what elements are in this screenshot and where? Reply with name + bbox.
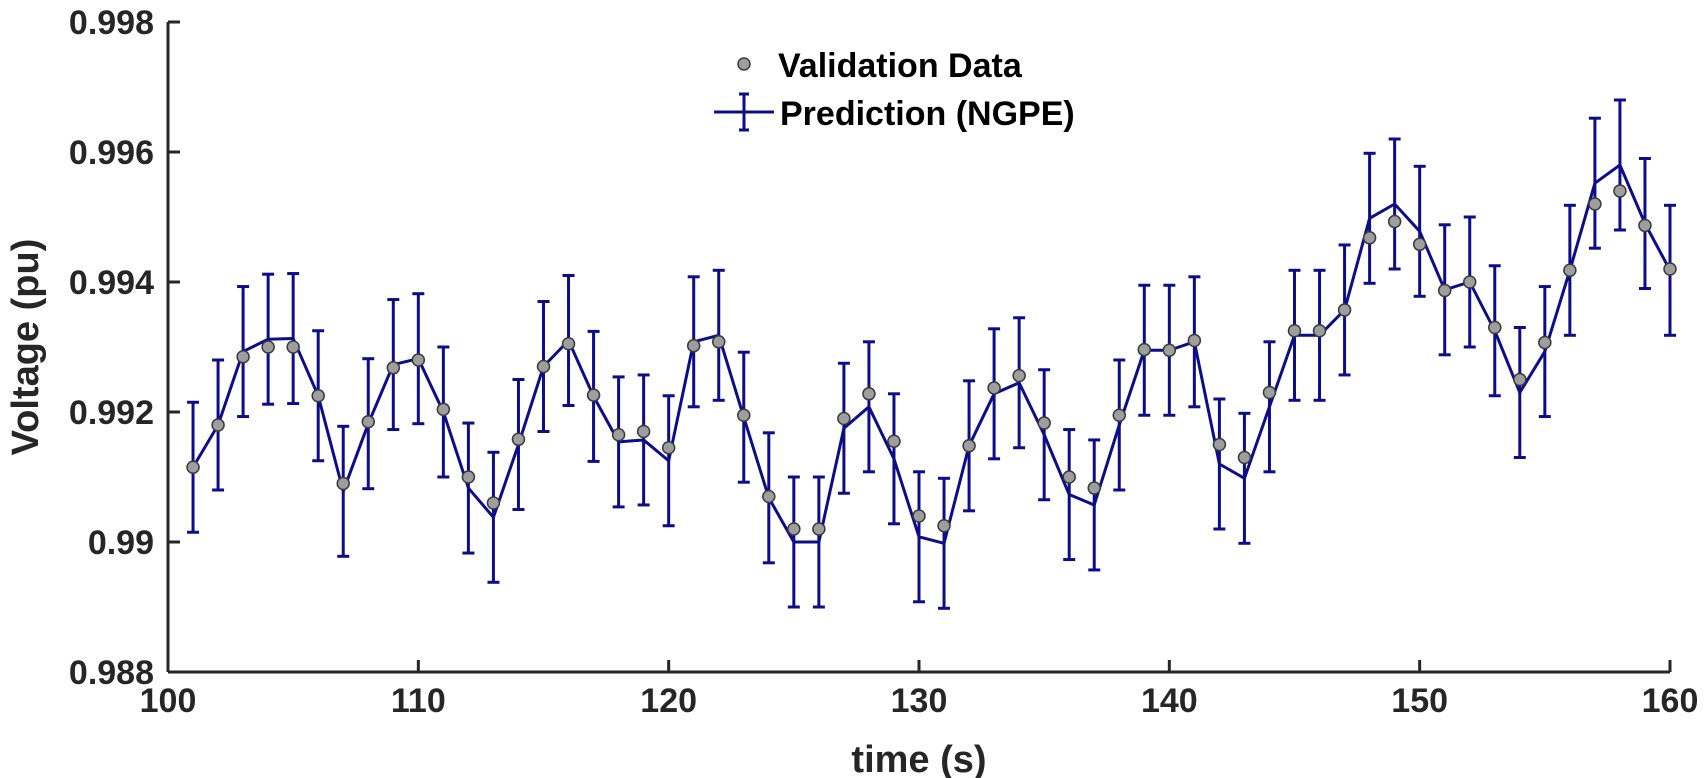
validation-point bbox=[411, 353, 426, 367]
validation-point bbox=[561, 337, 576, 351]
validation-point bbox=[1513, 372, 1527, 387]
validation-point bbox=[611, 428, 626, 442]
validation-point bbox=[286, 340, 300, 354]
validation-point bbox=[586, 388, 601, 402]
validation-point bbox=[887, 434, 901, 448]
validation-point bbox=[1387, 214, 1402, 229]
y-tick-label: 0.994 bbox=[69, 264, 154, 302]
validation-point bbox=[1112, 408, 1127, 422]
x-axis-title: time (s) bbox=[851, 739, 986, 778]
error-bars bbox=[187, 98, 1676, 610]
validation-point bbox=[1062, 470, 1076, 484]
validation-point bbox=[686, 338, 701, 353]
validation-point bbox=[1137, 342, 1152, 357]
validation-point bbox=[1162, 343, 1177, 357]
validation-point bbox=[1337, 303, 1352, 317]
validation-point bbox=[1312, 324, 1327, 338]
y-tick-label: 0.998 bbox=[69, 4, 154, 42]
validation-point bbox=[1638, 218, 1652, 233]
y-tick-label: 0.992 bbox=[69, 394, 154, 432]
validation-point bbox=[261, 340, 275, 354]
validation-point bbox=[1237, 450, 1252, 465]
validation-point bbox=[1563, 263, 1577, 278]
validation-point bbox=[787, 522, 801, 536]
x-tick-label: 100 bbox=[140, 682, 197, 720]
validation-point bbox=[386, 361, 401, 375]
validation-point bbox=[311, 389, 325, 403]
validation-point bbox=[1663, 262, 1677, 276]
validation-point bbox=[186, 460, 200, 474]
validation-point bbox=[211, 418, 225, 432]
validation-point bbox=[1488, 320, 1502, 335]
validation-point bbox=[1362, 231, 1377, 245]
legend-label-prediction: Prediction (NGPE) bbox=[780, 95, 1075, 133]
validation-point bbox=[912, 509, 926, 523]
x-tick-label: 110 bbox=[391, 682, 446, 720]
validation-point bbox=[661, 441, 676, 455]
validation-point bbox=[837, 411, 851, 426]
y-ticks: 0.988 0.99 0.992 0.994 0.996 0.998 bbox=[69, 4, 180, 692]
validation-point bbox=[1412, 237, 1427, 252]
validation-point bbox=[1212, 437, 1227, 452]
y-tick-label: 0.996 bbox=[69, 134, 154, 172]
validation-point bbox=[1613, 184, 1627, 198]
validation-point bbox=[336, 476, 350, 491]
validation-point bbox=[461, 470, 476, 484]
x-tick-label: 150 bbox=[1391, 682, 1448, 720]
x-tick-label: 160 bbox=[1642, 682, 1699, 720]
validation-point bbox=[361, 415, 376, 429]
validation-point bbox=[862, 387, 876, 401]
validation-point bbox=[1462, 275, 1477, 289]
validation-point bbox=[987, 381, 1001, 395]
validation-point bbox=[1437, 283, 1452, 298]
validation-point bbox=[636, 424, 651, 439]
validation-point bbox=[436, 402, 451, 417]
validation-point bbox=[1012, 368, 1026, 383]
legend-label-validation: Validation Data bbox=[778, 47, 1023, 85]
validation-point bbox=[1538, 335, 1552, 350]
validation-point bbox=[236, 350, 250, 364]
legend-marker-validation bbox=[737, 57, 751, 71]
validation-point bbox=[812, 522, 826, 536]
y-axis-title: Voltage (pu) bbox=[5, 239, 47, 456]
validation-point bbox=[486, 496, 501, 510]
validation-point bbox=[762, 489, 776, 504]
validation-point bbox=[1262, 385, 1277, 400]
x-tick-label: 140 bbox=[1141, 682, 1198, 720]
x-tick-label: 120 bbox=[640, 682, 697, 720]
validation-point bbox=[1287, 324, 1302, 338]
validation-point bbox=[1588, 197, 1602, 211]
x-tick-label: 130 bbox=[891, 682, 948, 720]
validation-points bbox=[186, 184, 1677, 536]
y-tick-label: 0.99 bbox=[88, 524, 154, 562]
validation-point bbox=[511, 432, 526, 447]
validation-point bbox=[536, 359, 551, 374]
x-ticks: 100 110 120 130 140 150 160 bbox=[140, 660, 1699, 720]
validation-point bbox=[1187, 333, 1202, 348]
validation-point bbox=[1087, 481, 1101, 495]
y-tick-label: 0.988 bbox=[69, 654, 154, 692]
validation-point bbox=[1037, 416, 1051, 430]
validation-point bbox=[711, 335, 726, 349]
validation-point bbox=[737, 408, 751, 422]
validation-point bbox=[962, 439, 976, 453]
validation-point bbox=[937, 519, 951, 533]
legend: Validation Data Prediction (NGPE) bbox=[714, 47, 1075, 133]
